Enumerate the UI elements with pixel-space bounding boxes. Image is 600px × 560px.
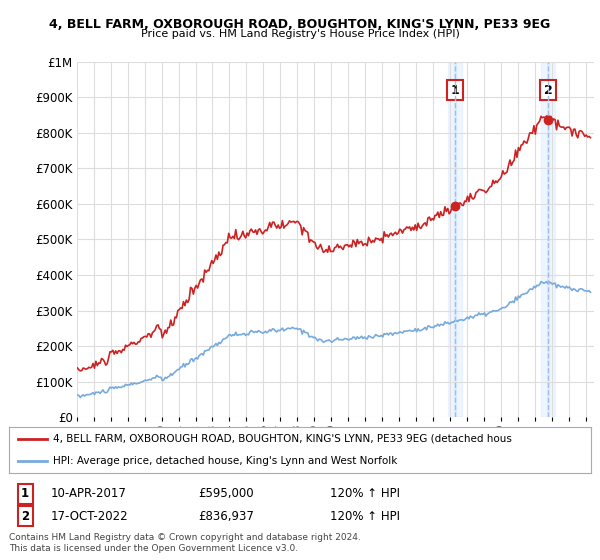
Text: 120% ↑ HPI: 120% ↑ HPI xyxy=(330,510,400,523)
Text: 2: 2 xyxy=(21,510,29,523)
Bar xyxy=(547,62,549,417)
Text: 1: 1 xyxy=(451,83,459,96)
Bar xyxy=(448,62,461,417)
Bar xyxy=(541,62,555,417)
Text: 4, BELL FARM, OXBOROUGH ROAD, BOUGHTON, KING'S LYNN, PE33 9EG (detached hous: 4, BELL FARM, OXBOROUGH ROAD, BOUGHTON, … xyxy=(53,434,512,444)
Text: 17-OCT-2022: 17-OCT-2022 xyxy=(51,510,128,523)
Text: 1: 1 xyxy=(21,487,29,501)
Text: HPI: Average price, detached house, King's Lynn and West Norfolk: HPI: Average price, detached house, King… xyxy=(53,456,397,466)
Text: £836,937: £836,937 xyxy=(198,510,254,523)
Text: Contains HM Land Registry data © Crown copyright and database right 2024.
This d: Contains HM Land Registry data © Crown c… xyxy=(9,533,361,553)
Bar xyxy=(454,62,455,417)
Text: 10-APR-2017: 10-APR-2017 xyxy=(51,487,127,501)
Text: Price paid vs. HM Land Registry's House Price Index (HPI): Price paid vs. HM Land Registry's House … xyxy=(140,29,460,39)
Text: 4, BELL FARM, OXBOROUGH ROAD, BOUGHTON, KING'S LYNN, PE33 9EG: 4, BELL FARM, OXBOROUGH ROAD, BOUGHTON, … xyxy=(49,18,551,31)
Text: £595,000: £595,000 xyxy=(198,487,254,501)
Text: 120% ↑ HPI: 120% ↑ HPI xyxy=(330,487,400,501)
Text: 2: 2 xyxy=(544,83,553,96)
